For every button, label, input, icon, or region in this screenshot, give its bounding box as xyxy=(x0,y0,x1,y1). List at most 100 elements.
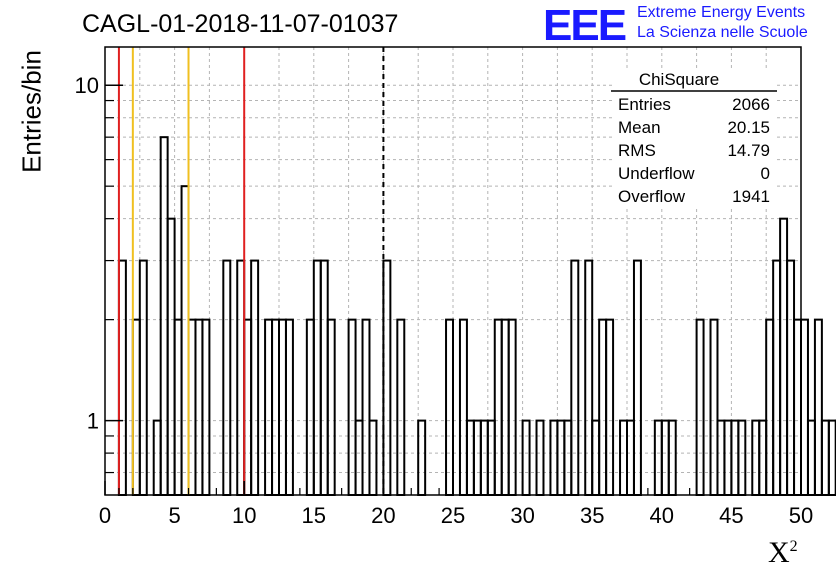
histogram-bin xyxy=(486,419,496,497)
histogram-bin xyxy=(806,419,816,497)
histogram-bin xyxy=(138,259,148,496)
x-tick-label: 10 xyxy=(232,503,256,528)
histogram-bin xyxy=(786,259,796,496)
histogram-bin xyxy=(131,318,141,497)
histogram-bin xyxy=(570,259,580,496)
x-axis-label-superscript: 2 xyxy=(789,538,798,555)
histogram-bin xyxy=(319,259,329,496)
x-tick-label: 45 xyxy=(719,503,743,528)
y-tick-label: 1 xyxy=(87,409,99,434)
stats-row-label: Mean xyxy=(618,118,661,137)
org-name-line2: La Scienza nelle Scuole xyxy=(637,24,808,41)
x-tick-label: 15 xyxy=(302,503,326,528)
histogram-bin xyxy=(472,419,482,497)
histogram-bin xyxy=(507,318,517,497)
histogram-bin xyxy=(159,136,169,497)
histogram-bin xyxy=(458,318,468,497)
histogram-bin xyxy=(626,419,635,497)
histogram-bin xyxy=(243,318,253,497)
histogram-bin xyxy=(368,419,378,497)
histogram-bin xyxy=(264,318,274,497)
histogram-bin xyxy=(347,318,357,497)
histogram-bin xyxy=(584,259,594,496)
histogram-bin xyxy=(201,318,211,497)
histogram-bin xyxy=(180,185,190,496)
chart-title: CAGL-01-2018-11-07-01037 xyxy=(82,10,399,38)
histogram-bin xyxy=(737,419,747,497)
histogram-bin xyxy=(187,318,197,497)
x-tick-label: 40 xyxy=(650,503,674,528)
stats-row-value: 2066 xyxy=(732,95,770,114)
x-tick-label: 50 xyxy=(789,503,813,528)
stats-row-label: RMS xyxy=(618,141,656,160)
org-name-line1: Extreme Energy Events xyxy=(637,4,806,21)
histogram-bin xyxy=(396,318,406,497)
eee-logo: EEE xyxy=(543,1,627,50)
histogram-bin xyxy=(716,419,726,497)
histogram-bin xyxy=(660,419,670,497)
histogram-bin xyxy=(619,419,628,497)
histogram-bin xyxy=(445,318,455,497)
histogram-bin xyxy=(493,318,503,497)
histogram-bin xyxy=(765,318,775,497)
histogram-bin xyxy=(827,419,836,497)
x-tick-label: 30 xyxy=(510,503,534,528)
axis-ticks: 0 5 10 15 20 25 30 35 40 45 50 1 10 xyxy=(75,73,814,528)
histogram-bin xyxy=(250,259,260,496)
histogram-bin xyxy=(605,318,615,497)
histogram-bin xyxy=(278,318,287,497)
histogram-bin xyxy=(800,318,809,497)
histogram-bin xyxy=(382,259,392,496)
histogram-bin xyxy=(556,419,566,497)
y-tick-label: 10 xyxy=(75,73,99,98)
histogram-bin xyxy=(758,419,768,497)
stats-row-value: 14.79 xyxy=(727,141,770,160)
histogram-bin xyxy=(500,318,510,497)
stats-row-label: Entries xyxy=(618,95,671,114)
histogram-bin xyxy=(709,318,719,497)
histogram-bin xyxy=(632,259,642,496)
histogram-bin xyxy=(271,318,281,497)
histogram-bin xyxy=(479,419,489,497)
histogram-bin xyxy=(417,419,427,497)
stats-box-title: ChiSquare xyxy=(639,70,719,89)
histogram-bin xyxy=(723,419,733,497)
x-tick-label: 5 xyxy=(168,503,180,528)
histogram-bin xyxy=(598,318,608,497)
stats-box: ChiSquare Entries 2066 Mean 20.15 RMS 14.79 Und… xyxy=(611,70,777,206)
histogram-bin xyxy=(793,318,802,497)
histogram-bin xyxy=(117,259,127,496)
histogram-bin xyxy=(730,419,740,497)
x-axis-label: X2 xyxy=(768,536,798,570)
histogram-bin xyxy=(549,419,559,497)
stats-row-label: Underflow xyxy=(618,164,695,183)
histogram-bin xyxy=(152,419,162,497)
x-tick-label: 25 xyxy=(441,503,465,528)
histogram-bin xyxy=(236,259,246,496)
histogram-bin xyxy=(312,259,322,496)
histogram-bin xyxy=(772,259,782,496)
histogram-bin xyxy=(222,259,232,496)
histogram-bin xyxy=(563,419,573,497)
x-axis-label-base: X xyxy=(768,536,790,569)
histogram-bin xyxy=(667,419,677,497)
histogram-bin xyxy=(354,419,364,497)
histogram-bin xyxy=(326,318,336,497)
histogram-bin xyxy=(465,419,475,497)
histogram-bin xyxy=(305,318,315,497)
histogram-bin xyxy=(535,419,545,497)
x-tick-label: 0 xyxy=(99,503,111,528)
histogram-bin xyxy=(284,318,294,497)
histogram-bin xyxy=(695,318,705,497)
stats-row-value: 0 xyxy=(761,164,770,183)
histogram-bin xyxy=(194,318,204,497)
histogram-bin xyxy=(521,419,531,497)
histogram-bin xyxy=(813,318,823,497)
histogram-bin xyxy=(173,318,183,497)
histogram-bin xyxy=(751,419,761,497)
stats-row-label: Overflow xyxy=(618,187,686,206)
x-tick-label: 20 xyxy=(371,503,395,528)
stats-row-value: 1941 xyxy=(732,187,770,206)
stats-row-value: 20.15 xyxy=(727,118,770,137)
